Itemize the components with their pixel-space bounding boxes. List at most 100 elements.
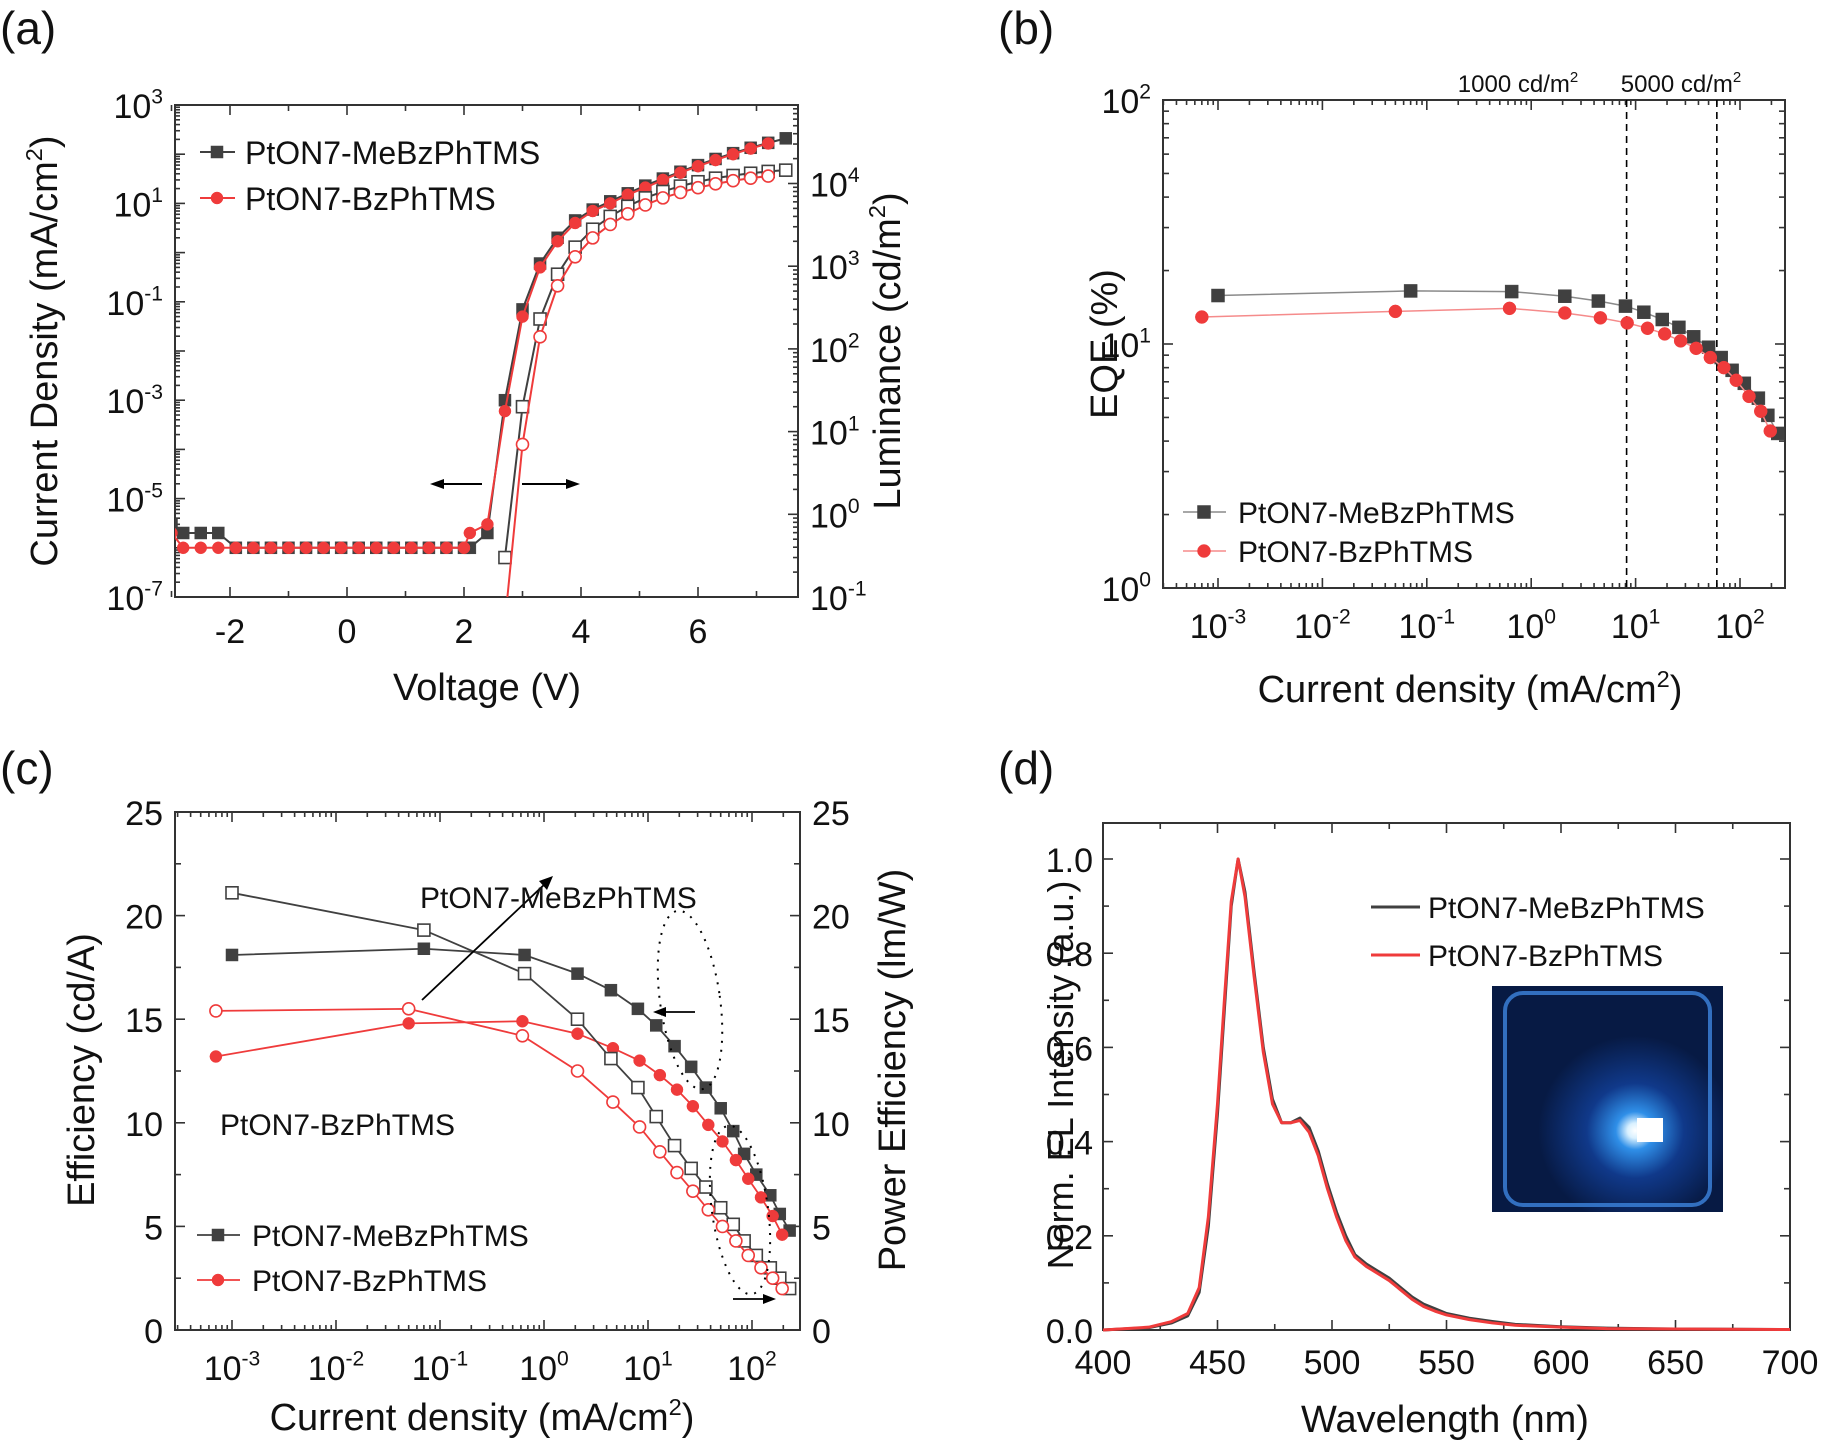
y2-tick-label: 102 <box>810 330 860 370</box>
x-tick-label: 10-1 <box>1399 606 1456 646</box>
y-tick-label: 25 <box>125 795 163 833</box>
data-point <box>778 163 793 177</box>
data-point <box>571 1027 584 1040</box>
dotted-ellipse <box>708 1124 772 1296</box>
data-point <box>247 541 260 555</box>
y-tick-label: 102 <box>1101 81 1151 121</box>
legend-marker <box>1197 505 1211 519</box>
data-point <box>754 1191 768 1204</box>
legend-marker <box>1197 544 1211 558</box>
data-point <box>212 541 225 555</box>
data-point <box>673 185 688 200</box>
x-axis-label: Wavelength (nm) <box>1301 1399 1589 1441</box>
panel-label: (d) <box>998 742 1054 794</box>
data-point <box>457 541 471 555</box>
y2-tick-label: 101 <box>810 412 860 452</box>
data-point <box>1558 289 1572 303</box>
data-point <box>264 541 278 555</box>
data-point <box>175 518 178 531</box>
y-tick-label: 10-7 <box>106 578 163 618</box>
panel-label: (a) <box>0 2 56 54</box>
y2-tick-label: 103 <box>810 247 860 287</box>
panel-label: (c) <box>0 742 54 794</box>
legend-label: PtON7-MeBzPhTMS <box>1238 497 1515 530</box>
data-point <box>691 180 705 195</box>
panel-c-frame <box>174 811 801 1331</box>
data-point <box>499 616 511 628</box>
y2-tick-label: 25 <box>812 795 850 833</box>
data-point <box>1655 312 1670 327</box>
y-tick-label: 20 <box>125 899 163 937</box>
data-point <box>702 1118 715 1132</box>
x-tick-label: -2 <box>215 613 245 651</box>
data-point <box>299 541 313 555</box>
data-point <box>765 1271 780 1285</box>
substrate-outline <box>1503 991 1712 1207</box>
legend-label: PtON7-BzPhTMS <box>245 181 496 217</box>
data-point <box>715 1219 730 1234</box>
data-point <box>670 1083 684 1096</box>
x-axis-label: Voltage (V) <box>393 667 581 709</box>
y-axis-label: Current Density (mA/cm2) <box>21 135 66 566</box>
x-tick-label: 500 <box>1304 1344 1361 1382</box>
data-point <box>586 204 599 218</box>
data-point <box>498 404 512 418</box>
data-point <box>709 153 722 167</box>
data-point <box>405 541 418 555</box>
data-point <box>481 518 494 531</box>
x-axis-label: Current density (mA/cm2) <box>1258 666 1683 711</box>
data-point <box>604 197 617 210</box>
data-point <box>225 948 239 962</box>
data-point <box>1753 404 1768 419</box>
data-point <box>691 159 705 173</box>
y2-axis-label: Power Efficiency (lm/W) <box>872 869 914 1272</box>
data-point <box>517 966 532 981</box>
series-line-1 <box>1201 307 1771 432</box>
data-point <box>670 1165 684 1180</box>
x-tick-label: 102 <box>727 1348 777 1388</box>
x-tick-label: 10-2 <box>308 1348 365 1388</box>
legend-marker <box>211 1273 225 1287</box>
x-tick-label: 10-2 <box>1294 606 1351 646</box>
reference-line-label: 5000 cd/m2 <box>1621 69 1741 98</box>
data-point <box>713 1200 728 1215</box>
right-axis-arrow-icon <box>763 1294 776 1304</box>
data-point <box>518 948 531 962</box>
data-point <box>317 541 330 555</box>
data-point <box>417 942 431 956</box>
data-point <box>1593 311 1608 325</box>
left-axis-arrow-icon <box>653 1007 666 1017</box>
data-point <box>1502 301 1517 316</box>
data-point <box>726 1217 741 1232</box>
y2-axis-label: Luminance (cd/m2) <box>864 192 909 509</box>
data-point <box>699 1180 713 1194</box>
y-tick-label: 10-1 <box>106 283 163 323</box>
data-point <box>194 541 207 555</box>
data-point <box>761 137 775 150</box>
annotation-arrow-line <box>421 881 548 1001</box>
data-point <box>402 1017 415 1030</box>
y-tick-label: 100 <box>1101 569 1151 609</box>
legend-marker <box>210 191 224 205</box>
data-point <box>604 983 618 997</box>
data-point <box>621 188 635 201</box>
data-point <box>1717 360 1731 375</box>
data-point <box>699 1081 713 1094</box>
data-point <box>570 1012 585 1027</box>
data-point <box>1558 306 1572 320</box>
data-point <box>417 923 431 937</box>
data-point <box>515 1028 530 1043</box>
data-point <box>175 527 178 539</box>
x-tick-label: 100 <box>1506 606 1556 646</box>
y-tick-label: 15 <box>125 1002 163 1040</box>
series-line-3 <box>215 1007 783 1290</box>
data-point <box>656 173 670 187</box>
data-point <box>667 1138 682 1153</box>
data-point <box>1637 305 1651 319</box>
data-point <box>352 541 365 555</box>
data-point <box>229 541 243 555</box>
data-point <box>1388 304 1403 319</box>
x-tick-label: 0 <box>338 613 357 651</box>
data-point <box>1640 321 1655 336</box>
